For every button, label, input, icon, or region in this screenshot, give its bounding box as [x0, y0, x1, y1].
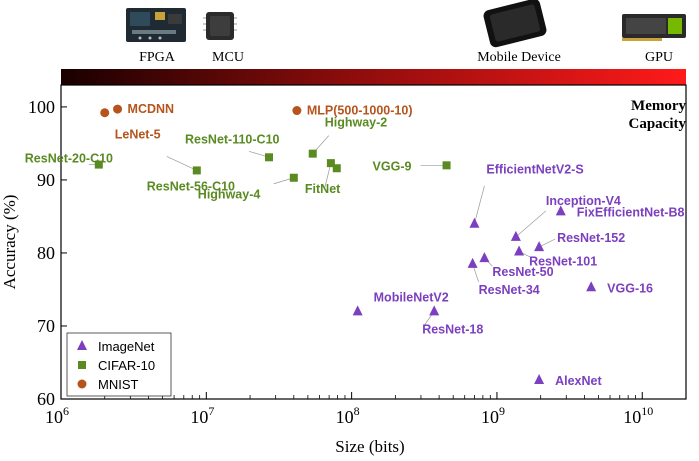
imagenet-point-mobilenetv2: [352, 305, 363, 316]
leader-line: [474, 185, 485, 224]
data-label-highway-2: Highway-2: [325, 116, 388, 130]
legend: ImageNet CIFAR-10 MNIST: [66, 332, 172, 397]
imagenet-point-resnet-152: [534, 241, 545, 252]
cifar-10-point-vgg-9: [442, 161, 451, 170]
legend-label-imagenet: ImageNet: [98, 339, 155, 354]
data-label-highway-4: Highway-4: [198, 188, 261, 202]
data-label-resnet-101: ResNet-101: [529, 254, 597, 268]
data-label-lenet-5: LeNet-5: [115, 128, 161, 142]
cifar-10-point-highway-2: [308, 149, 317, 158]
data-label-inception-v4: Inception-V4: [546, 194, 621, 208]
data-label-fitnet: FitNet: [305, 182, 341, 196]
data-label-vgg-16: VGG-16: [607, 281, 653, 295]
data-label-resnet-50: ResNet-50: [492, 265, 553, 279]
gpu-card-icon: [622, 14, 686, 41]
cifar-10-point-resnet-56-c10: [192, 166, 201, 175]
cifar-10-point-fitnet: [326, 159, 335, 168]
data-label-vgg-9: VGG-9: [373, 159, 412, 173]
mnist-point-mlp-500-1000-10-: [292, 106, 302, 116]
imagenet-point-efficientnetv2-s: [469, 217, 480, 228]
imagenet-point-fixefficientnet-b8: [555, 205, 566, 216]
device-label-mobile-device: Mobile Device: [477, 50, 561, 65]
data-label-resnet-20-c10: ResNet-20-C10: [25, 152, 113, 166]
data-label-mobilenetv2: MobileNetV2: [374, 290, 449, 304]
legend-label-mnist: MNIST: [98, 377, 139, 392]
y-axis-title: Accuracy (%): [0, 195, 19, 290]
legend-label-cifar-10: CIFAR-10: [98, 358, 155, 373]
data-label-mlp-500-1000-10-: MLP(500-1000-10): [307, 104, 413, 118]
y-tick-label: 60: [37, 389, 55, 409]
mobile-phone-icon: [483, 0, 547, 48]
legend-marker-imagenet: [77, 340, 87, 350]
plot-area-frame: [60, 84, 687, 400]
mnist-point-mcdnn: [113, 104, 123, 114]
device-label-mcu: MCU: [212, 50, 244, 65]
legend-marker-cifar-10: [78, 361, 86, 369]
mcu-chip-icon: [203, 12, 237, 40]
memory-capacity-gradient-bar: [61, 69, 686, 85]
imagenet-point-vgg-16: [586, 281, 597, 292]
x-tick-label: 1010: [623, 404, 653, 427]
y-tick-label: 80: [37, 243, 55, 263]
cifar-10-point-highway-4: [289, 173, 298, 182]
imagenet-point-resnet-101: [514, 245, 525, 256]
leader-line: [515, 210, 547, 238]
y-tick-label: 90: [37, 170, 55, 190]
data-label-resnet-56-c10: ResNet-56-C10: [147, 179, 235, 193]
device-label-fpga: FPGA: [139, 50, 176, 65]
data-label-fixefficientnet-b8: FixEfficientNet-B8: [577, 205, 685, 219]
x-tick-label: 109: [481, 404, 505, 427]
x-tick-label: 108: [336, 404, 360, 427]
memory-capacity-label-line1: Memory: [631, 98, 686, 114]
leader-line: [538, 238, 556, 248]
device-label-gpu: GPU: [645, 50, 673, 65]
data-label-resnet-110-c10: ResNet-110-C10: [185, 132, 280, 146]
imagenet-point-resnet-50: [479, 252, 490, 263]
memory-capacity-label-line2: Capacity: [629, 116, 687, 132]
imagenet-point-resnet-34: [467, 257, 478, 268]
data-label-efficientnetv2-s: EfficientNetV2-S: [486, 163, 583, 177]
x-axis-title: Size (bits): [335, 437, 404, 456]
imagenet-point-resnet-18: [429, 305, 440, 316]
cifar-10-point-resnet-20-c10: [94, 160, 103, 169]
imagenet-point-alexnet: [534, 374, 545, 385]
data-label-resnet-34: ResNet-34: [479, 283, 540, 297]
cifar-10-point-fitnet: [332, 164, 341, 173]
imagenet-point-inception-v4: [510, 230, 521, 241]
mnist-point-lenet-5: [100, 108, 110, 118]
y-tick-label: 70: [37, 316, 55, 336]
fpga-board-icon: [126, 8, 186, 42]
y-tick-label: 100: [28, 97, 55, 117]
leader-line: [166, 156, 197, 171]
legend-marker-mnist: [77, 379, 87, 389]
x-tick-label: 106: [45, 404, 69, 427]
x-tick-label: 107: [190, 404, 214, 427]
cifar-10-point-resnet-110-c10: [264, 153, 273, 162]
data-label-resnet-152: ResNet-152: [557, 231, 625, 245]
data-label-alexnet: AlexNet: [555, 374, 602, 388]
data-label-resnet-18: ResNet-18: [422, 322, 483, 336]
data-label-mcdnn: MCDNN: [128, 102, 175, 116]
